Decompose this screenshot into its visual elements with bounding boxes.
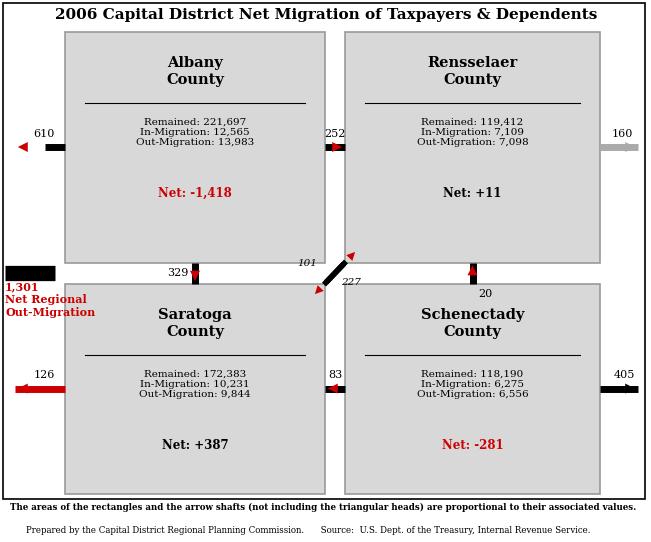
Text: Albany
County: Albany County xyxy=(166,56,224,87)
Text: Net: -281: Net: -281 xyxy=(441,439,503,452)
Bar xyxy=(345,283,600,494)
Bar xyxy=(65,283,325,494)
Text: The areas of the rectangles and the arrow shafts (not including the triangular h: The areas of the rectangles and the arro… xyxy=(10,503,636,512)
Text: Remained: 172,383
In-Migration: 10,231
Out-Migration: 9,844: Remained: 172,383 In-Migration: 10,231 O… xyxy=(139,370,251,399)
Text: 2006 Capital District Net Migration of Taxpayers & Dependents: 2006 Capital District Net Migration of T… xyxy=(55,8,597,22)
Text: 405: 405 xyxy=(613,370,635,380)
Text: Rensselaer
County: Rensselaer County xyxy=(427,56,518,87)
Text: Net: +11: Net: +11 xyxy=(443,187,502,200)
Bar xyxy=(345,31,600,262)
Text: Remained: 118,190
In-Migration: 6,275
Out-Migration: 6,556: Remained: 118,190 In-Migration: 6,275 Ou… xyxy=(417,370,529,399)
Text: 610: 610 xyxy=(34,128,55,139)
Text: Remained: 221,697
In-Migration: 12,565
Out-Migration: 13,983: Remained: 221,697 In-Migration: 12,565 O… xyxy=(136,118,254,147)
Text: 101: 101 xyxy=(297,259,317,268)
Text: 126: 126 xyxy=(34,370,55,380)
Text: 252: 252 xyxy=(324,128,346,139)
Text: 329: 329 xyxy=(167,268,189,278)
Text: Net: -1,418: Net: -1,418 xyxy=(158,187,232,200)
Text: Schenectady
County: Schenectady County xyxy=(421,308,524,339)
Text: 20: 20 xyxy=(478,289,493,299)
Text: 1,301
Net Regional
Out-Migration: 1,301 Net Regional Out-Migration xyxy=(5,281,95,318)
Text: Saratoga
County: Saratoga County xyxy=(158,308,232,339)
Text: Remained: 119,412
In-Migration: 7,109
Out-Migration: 7,098: Remained: 119,412 In-Migration: 7,109 Ou… xyxy=(417,118,529,147)
Text: 160: 160 xyxy=(611,128,633,139)
Text: Net: +387: Net: +387 xyxy=(161,439,229,452)
Text: Prepared by the Capital District Regional Planning Commission.      Source:  U.S: Prepared by the Capital District Regiona… xyxy=(26,526,590,535)
Bar xyxy=(65,31,325,262)
Text: 83: 83 xyxy=(328,370,342,380)
Text: 227: 227 xyxy=(341,278,361,287)
